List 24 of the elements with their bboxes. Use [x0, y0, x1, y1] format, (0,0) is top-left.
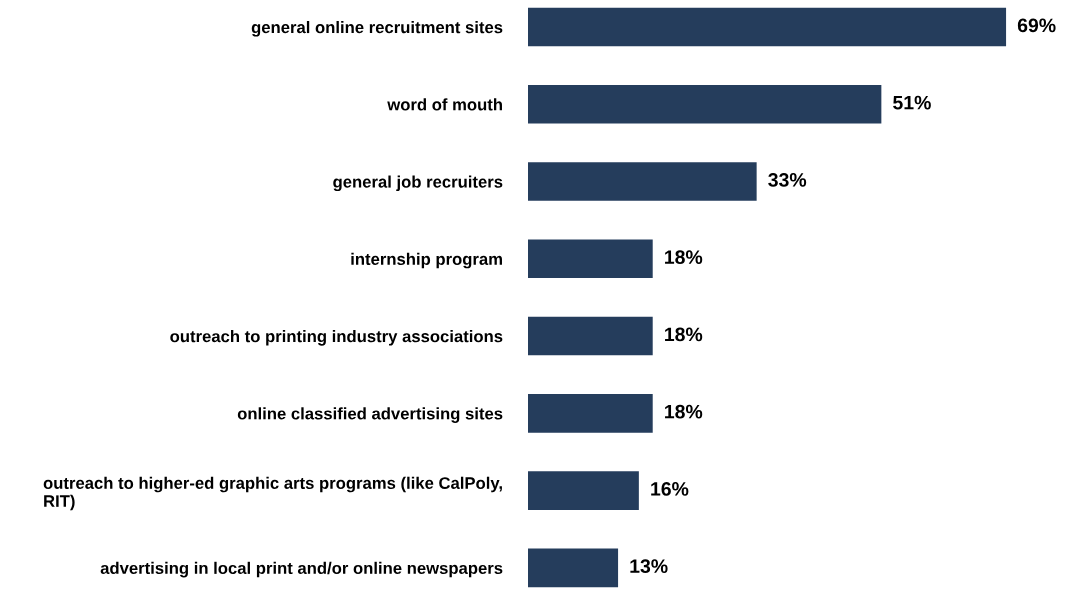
data-label: 16% [651, 482, 689, 496]
data-label: 51% [893, 95, 931, 110]
bar [528, 471, 639, 510]
bar [528, 548, 619, 588]
y-tick-label: general job recruiters [333, 175, 503, 192]
y-tick-label: general online recruitment sites [251, 21, 503, 37]
y-tick-label: online classified advertising sites [237, 407, 503, 423]
bar [528, 239, 653, 279]
data-label: 33% [768, 173, 807, 187]
y-tick-label: outreach to higher-ed graphic arts programs (like CalPoly, RIT) [43, 476, 502, 511]
data-label: 18% [665, 250, 703, 265]
y-tick-label: advertising in local print and/or online newspapers [100, 561, 503, 578]
bar [528, 316, 653, 356]
y-tick-label: internship program [351, 252, 502, 269]
y-tick-label: word of mouth [387, 98, 502, 111]
bar [528, 7, 1007, 47]
data-label: 13% [630, 559, 668, 574]
data-label: 18% [665, 327, 703, 342]
data-label: 18% [665, 404, 703, 419]
data-label: 69% [1017, 18, 1056, 33]
bar [528, 84, 882, 124]
bar [528, 162, 757, 201]
bar [528, 394, 653, 433]
y-tick-label: outreach to printing industry associations [170, 330, 503, 346]
